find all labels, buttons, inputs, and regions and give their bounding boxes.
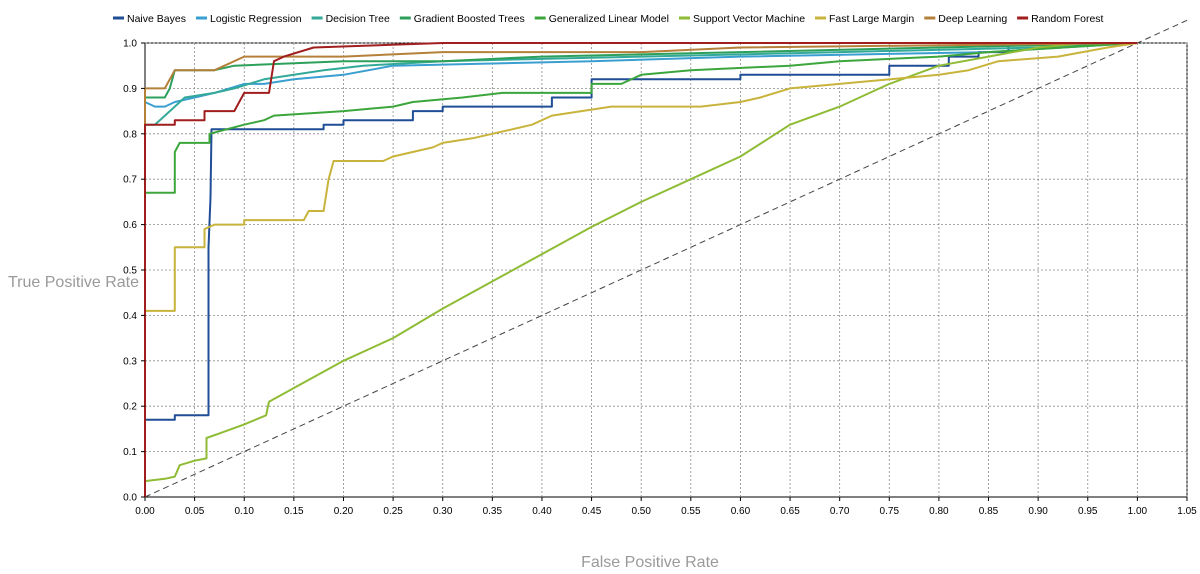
x-tick-label: 0.90 [1028, 506, 1048, 517]
x-tick-label: 0.55 [681, 506, 701, 517]
legend-item: Fast Large Margin [815, 13, 914, 25]
y-tick-label: 0.4 [123, 311, 137, 322]
x-tick-label: 0.70 [830, 506, 850, 517]
series-line-logistic-regression [144, 42, 1138, 497]
legend-item: Naive Bayes [113, 13, 186, 25]
x-tick-label: 0.25 [383, 506, 403, 517]
diagonal-reference-line [144, 19, 1188, 498]
x-tick-label: 0.85 [979, 506, 999, 517]
series-line-decision-tree [144, 42, 1138, 497]
legend-label: Fast Large Margin [829, 13, 914, 25]
x-tick-label: 0.45 [582, 506, 602, 517]
series-line-support-vector-machine [144, 42, 1138, 497]
legend-item: Gradient Boosted Trees [399, 13, 525, 25]
y-tick-label: 0.6 [123, 220, 137, 231]
legend-item: Random Forest [1017, 13, 1104, 25]
x-tick-label: 0.95 [1078, 506, 1098, 517]
y-axis-title: True Positive Rate [8, 274, 139, 291]
legend-label: Logistic Regression [210, 13, 302, 25]
x-tick-label: 0.40 [532, 506, 552, 517]
x-tick-label: 0.05 [185, 506, 205, 517]
x-tick-label: 0.80 [929, 506, 949, 517]
series-lines [144, 42, 1138, 497]
x-tick-label: 0.35 [483, 506, 503, 517]
legend-label: Generalized Linear Model [549, 13, 669, 25]
x-tick-label: 0.30 [433, 506, 453, 517]
y-tick-label: 0.2 [123, 402, 137, 413]
legend-item: Decision Tree [311, 13, 390, 25]
x-axis-ticks: 0.00 0.05 0.10 0.15 0.20 0.25 0.30 0.35 0.40 0.45… [135, 497, 1197, 517]
x-tick-label: 0.75 [880, 506, 900, 517]
y-tick-label: 0.9 [123, 84, 137, 95]
y-tick-label: 1.0 [123, 39, 137, 50]
x-tick-label: 0.65 [780, 506, 800, 517]
y-tick-label: 0.1 [123, 447, 137, 458]
series-line-generalized-linear-model [144, 42, 1138, 497]
series-line-fast-large-margin [144, 42, 1138, 497]
y-tick-label: 0.5 [123, 266, 137, 277]
y-tick-label: 0.0 [123, 493, 137, 504]
x-tick-label: 1.05 [1177, 506, 1197, 517]
x-tick-label: 0.20 [334, 506, 354, 517]
legend-item: Logistic Regression [196, 13, 302, 25]
x-tick-label: 0.00 [135, 506, 155, 517]
legend-label: Naive Bayes [127, 13, 186, 25]
legend-label: Gradient Boosted Trees [414, 13, 525, 25]
x-tick-label: 0.60 [731, 506, 751, 517]
legend-label: Random Forest [1031, 13, 1103, 25]
x-tick-label: 0.50 [631, 506, 651, 517]
x-tick-label: 0.10 [235, 506, 255, 517]
legend-label: Deep Learning [938, 13, 1007, 25]
x-tick-label: 0.15 [284, 506, 304, 517]
y-axis-ticks: 0.0 0.1 0.2 0.3 0.4 0.5 0.6 0.7 0.8 0.9 1.0 [123, 39, 145, 504]
y-tick-label: 0.3 [123, 356, 137, 367]
legend-label: Support Vector Machine [693, 13, 805, 25]
legend-label: Decision Tree [326, 13, 390, 25]
legend-item: Deep Learning [924, 13, 1007, 25]
legend: Naive Bayes Logistic Regression Decision T… [113, 13, 1104, 25]
x-axis-title: False Positive Rate [581, 554, 719, 569]
y-tick-label: 0.8 [123, 129, 137, 140]
y-tick-label: 0.7 [123, 175, 137, 186]
series-line-gradient-boosted-trees [144, 42, 1138, 497]
series-line-random-forest [144, 42, 1138, 497]
legend-item: Support Vector Machine [679, 13, 805, 25]
x-tick-label: 1.00 [1128, 506, 1148, 517]
legend-item: Generalized Linear Model [534, 13, 669, 25]
series-line-deep-learning [144, 42, 1138, 497]
